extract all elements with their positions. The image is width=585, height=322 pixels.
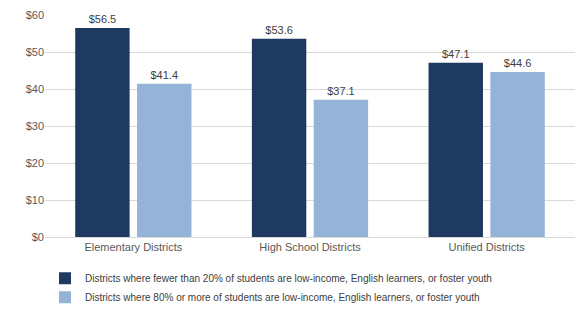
svg-text:$40: $40 — [26, 83, 44, 95]
svg-text:$0: $0 — [32, 231, 44, 243]
svg-text:Districts where 80% or more of: Districts where 80% or more of students … — [85, 292, 480, 303]
svg-text:Elementary Districts: Elementary Districts — [84, 241, 182, 253]
svg-text:$37.1: $37.1 — [327, 85, 355, 97]
svg-text:$30: $30 — [26, 120, 44, 132]
svg-text:Districts where fewer than 20%: Districts where fewer than 20% of studen… — [85, 273, 492, 284]
svg-text:$56.5: $56.5 — [89, 13, 117, 25]
svg-text:Unified Districts: Unified Districts — [448, 241, 525, 253]
svg-text:$41.4: $41.4 — [150, 69, 178, 81]
svg-text:$10: $10 — [26, 194, 44, 206]
svg-text:$47.1: $47.1 — [442, 48, 470, 60]
svg-text:$20: $20 — [26, 157, 44, 169]
svg-text:$44.6: $44.6 — [504, 57, 532, 69]
svg-text:High School Districts: High School Districts — [259, 241, 361, 253]
svg-text:$53.6: $53.6 — [265, 24, 293, 36]
svg-text:$60: $60 — [26, 9, 44, 21]
svg-text:$50: $50 — [26, 46, 44, 58]
